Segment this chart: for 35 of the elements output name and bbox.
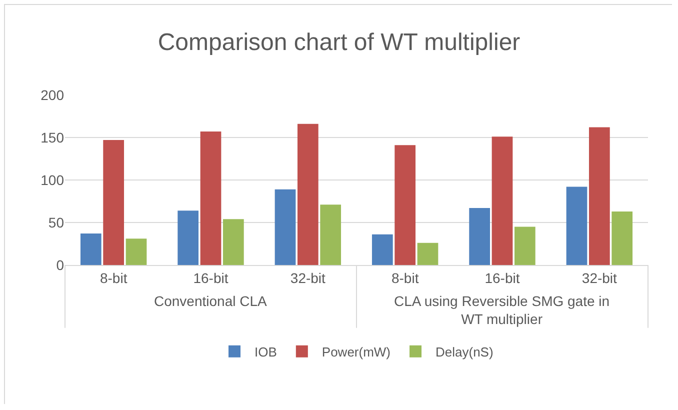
legend-label: Power(mW) [322, 344, 391, 360]
x-tick-label: 8-bit [391, 270, 419, 286]
bar [126, 238, 147, 265]
x-tick-label: 8-bit [100, 270, 128, 286]
bar [514, 226, 536, 265]
bar [178, 210, 199, 265]
bar [566, 186, 588, 265]
bar [297, 124, 318, 265]
text: Conventional CLA [154, 293, 268, 309]
bar [372, 234, 393, 265]
text: CLA using Reversible SMG gate in WT multiplier [394, 293, 610, 328]
bar [492, 136, 513, 265]
y-tick-label: 150 [40, 129, 64, 146]
y-tick-label: 50 [48, 214, 64, 230]
bar [320, 204, 342, 265]
y-tick-label: 200 [40, 86, 64, 103]
chart-title: Comparison chart of WT multiplier [158, 28, 520, 56]
bar [417, 242, 438, 265]
bar [394, 145, 416, 265]
bar [588, 127, 610, 265]
bar [222, 219, 244, 265]
bar [469, 208, 490, 265]
x-tick-label: 16-bit [484, 270, 520, 286]
y-tick-label: 0 [56, 256, 64, 273]
x-tick-label: 16-bit [193, 270, 228, 286]
legend-label: IOB [254, 344, 277, 360]
x-tick-label: 32-bit [582, 270, 618, 286]
bar [612, 211, 633, 265]
bar [200, 132, 222, 265]
bar [274, 189, 296, 265]
y-tick-label: 100 [40, 172, 64, 188]
bar [80, 234, 102, 265]
x-tick-label: 32-bit [290, 270, 326, 286]
bar [103, 140, 124, 265]
legend-label: Delay(nS) [436, 344, 494, 360]
